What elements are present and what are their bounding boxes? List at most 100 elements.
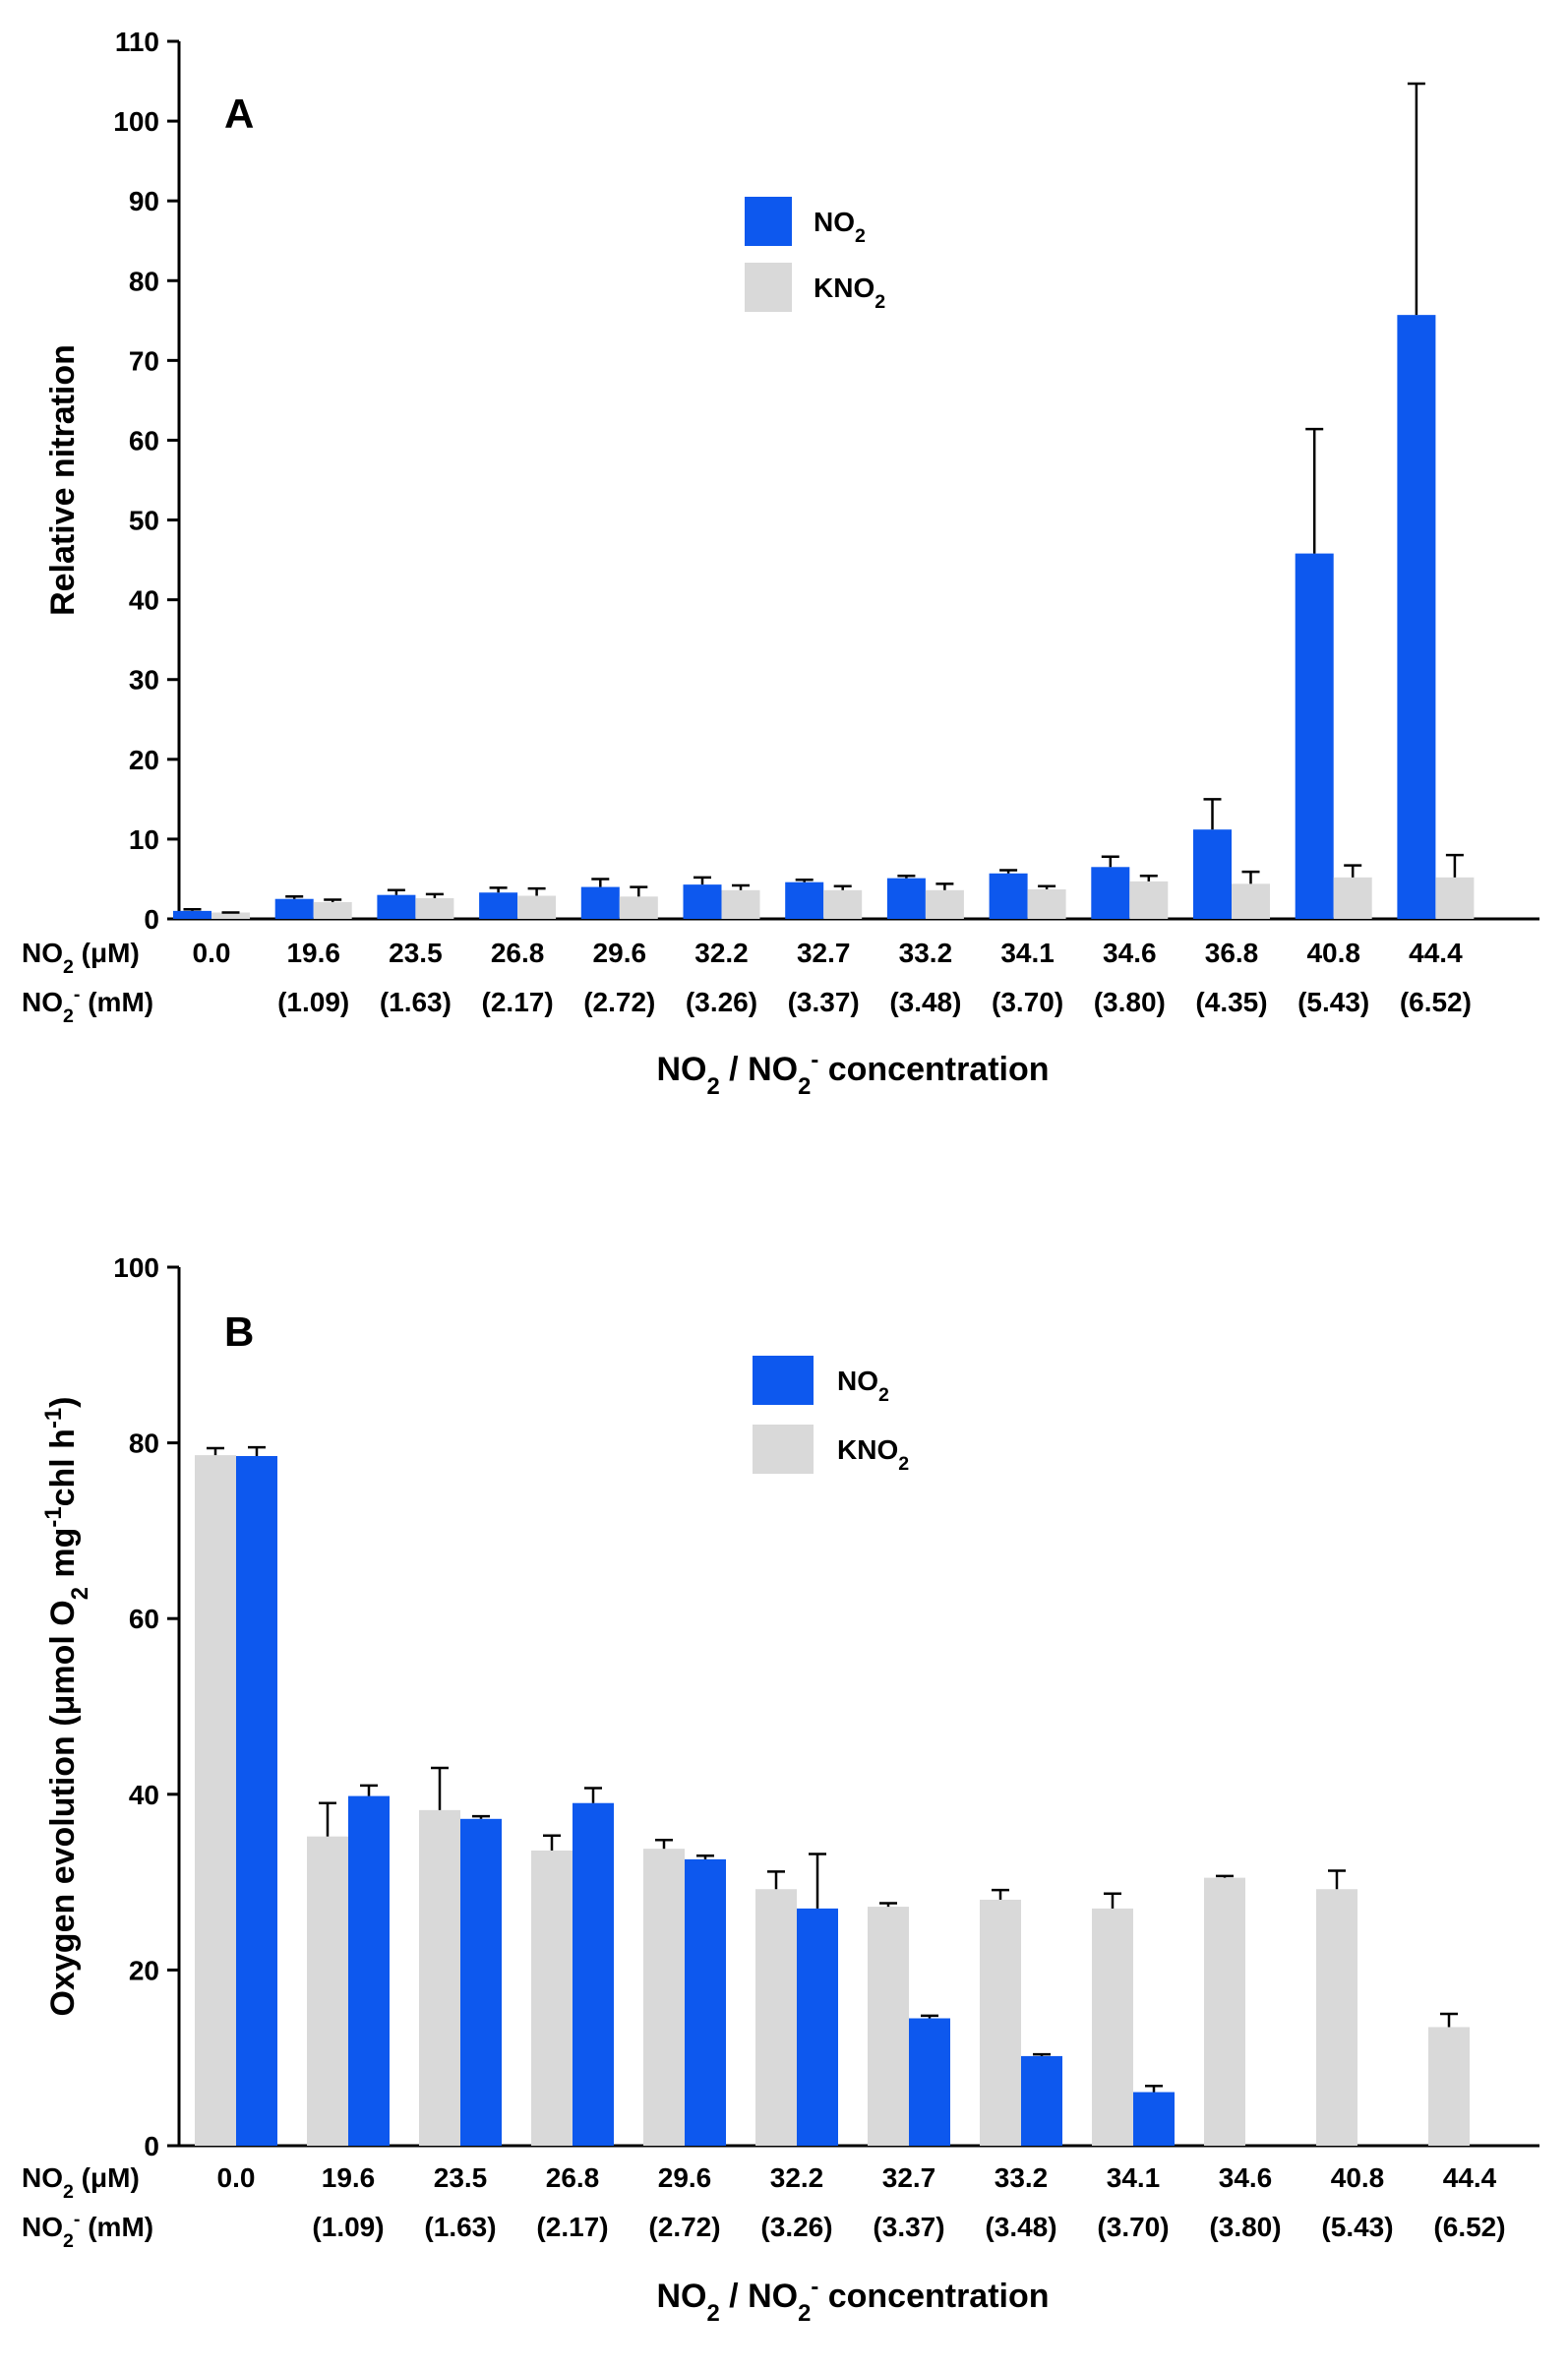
bar-no2 [685, 1858, 726, 2146]
bar-no2 [460, 1818, 502, 2146]
bar-no2 [797, 1908, 838, 2146]
y-tick-label: 70 [129, 345, 159, 376]
x-tick-label: 32.2 [694, 938, 749, 968]
x-subtick-label: (2.17) [482, 987, 554, 1017]
bar-no2 [348, 1795, 390, 2146]
bar-no2 [479, 892, 518, 919]
legend-label-no2: NO2 [814, 207, 866, 247]
x-subtick-label: (2.72) [648, 2212, 720, 2242]
bar-kno2 [755, 1889, 797, 2146]
legend-label-kno2: KNO2 [837, 1434, 909, 1475]
x-axis-title: NO2 / NO2- concentration [656, 1047, 1049, 1100]
bar-no2 [573, 1802, 614, 2146]
bar-kno2 [1435, 877, 1475, 919]
bar-no2 [1193, 829, 1232, 919]
y-tick-label: 10 [129, 824, 159, 855]
x-subtick-label: (3.48) [985, 2212, 1056, 2242]
bar-kno2 [1428, 2027, 1470, 2146]
x-subtick-label: (5.43) [1297, 987, 1369, 1017]
y-tick-label: 60 [129, 1604, 159, 1634]
x-tick-label: 32.2 [770, 2162, 824, 2193]
bar-kno2 [823, 889, 863, 919]
row2-label: NO2- (mM) [22, 2209, 153, 2252]
bar-kno2 [1129, 881, 1169, 919]
x-subtick-label: (1.09) [312, 2212, 384, 2242]
x-subtick-label: (3.70) [1097, 2212, 1169, 2242]
x-tick-label: 23.5 [389, 938, 443, 968]
x-subtick-label: (3.26) [760, 2212, 832, 2242]
y-tick-label: 0 [144, 2131, 159, 2161]
x-tick-label: 34.6 [1103, 938, 1157, 968]
x-tick-label: 32.7 [797, 938, 851, 968]
x-tick-label: 29.6 [658, 2162, 712, 2193]
x-subtick-label: (1.63) [424, 2212, 496, 2242]
bar-kno2 [307, 1836, 348, 2146]
bar-kno2 [643, 1849, 685, 2146]
x-subtick-label: (4.35) [1195, 987, 1267, 1017]
y-tick-label: 90 [129, 186, 159, 216]
bar-kno2 [980, 1899, 1021, 2146]
x-tick-label: 36.8 [1205, 938, 1259, 968]
y-tick-label: 60 [129, 425, 159, 456]
bar-kno2 [721, 889, 760, 919]
y-tick-label: 50 [129, 506, 159, 536]
bar-kno2 [415, 897, 454, 919]
legend-swatch-kno2 [753, 1425, 814, 1474]
x-subtick-label: (3.26) [686, 987, 757, 1017]
x-tick-label: 26.8 [491, 938, 545, 968]
bar-kno2 [1204, 1877, 1245, 2146]
x-subtick-label: (3.70) [992, 987, 1063, 1017]
legend-label-kno2: KNO2 [814, 273, 885, 313]
bar-no2 [1021, 2055, 1062, 2146]
x-subtick-label: (1.09) [277, 987, 349, 1017]
bar-no2 [274, 898, 314, 919]
x-subtick-label: (3.37) [873, 2212, 944, 2242]
x-tick-label: 29.6 [593, 938, 647, 968]
legend-swatch-no2 [745, 197, 792, 246]
x-tick-label: 32.7 [882, 2162, 936, 2193]
x-tick-label: 34.6 [1219, 2162, 1273, 2193]
y-tick-label: 110 [115, 27, 159, 57]
panel-label: B [224, 1308, 254, 1355]
row1-label: NO2 (μM) [22, 938, 140, 978]
row2-label: NO2- (mM) [22, 984, 153, 1027]
x-subtick-label: (1.63) [380, 987, 452, 1017]
bar-kno2 [313, 901, 352, 919]
x-subtick-label: (6.52) [1400, 987, 1472, 1017]
x-tick-label: 0.0 [193, 938, 231, 968]
x-subtick-label: (2.72) [583, 987, 655, 1017]
bar-kno2 [211, 912, 250, 919]
y-axis-title: Relative nitration [44, 344, 82, 616]
bar-no2 [785, 882, 824, 919]
x-subtick-label: (2.17) [536, 2212, 608, 2242]
y-tick-label: 20 [129, 1955, 159, 1985]
bar-no2 [989, 873, 1028, 919]
y-tick-label: 40 [129, 1780, 159, 1810]
x-subtick-label: (3.37) [788, 987, 860, 1017]
bar-kno2 [925, 889, 964, 919]
y-tick-label: 0 [144, 904, 159, 935]
bar-kno2 [1333, 877, 1372, 919]
y-tick-label: 40 [129, 585, 159, 616]
x-tick-label: 44.4 [1443, 2162, 1497, 2193]
bar-kno2 [868, 1907, 909, 2146]
panel-a-chart: 0 10 20 30 40 50 60 70 80 90 100 110 Relative nitrat… [22, 27, 1539, 1100]
bar-no2 [1091, 867, 1130, 919]
x-tick-label: 44.4 [1409, 938, 1463, 968]
x-tick-label: 33.2 [899, 938, 953, 968]
row1-label: NO2 (μM) [22, 2162, 140, 2203]
bar-kno2 [1316, 1889, 1357, 2146]
bar-no2 [683, 884, 722, 919]
panel-b-chart: 0 20 40 60 80 100 Oxygen evolution (μmol O2 mg… [22, 1252, 1539, 2327]
x-tick-label: 19.6 [322, 2162, 376, 2193]
bar-no2 [1295, 553, 1334, 919]
x-tick-label: 23.5 [434, 2162, 488, 2193]
x-tick-label: 0.0 [217, 2162, 256, 2193]
x-subtick-label: (3.80) [1094, 987, 1166, 1017]
bar-no2 [909, 2018, 950, 2146]
x-tick-label: 33.2 [995, 2162, 1049, 2193]
x-subtick-label: (5.43) [1321, 2212, 1393, 2242]
bar-kno2 [531, 1850, 573, 2146]
y-tick-label: 80 [129, 266, 159, 296]
